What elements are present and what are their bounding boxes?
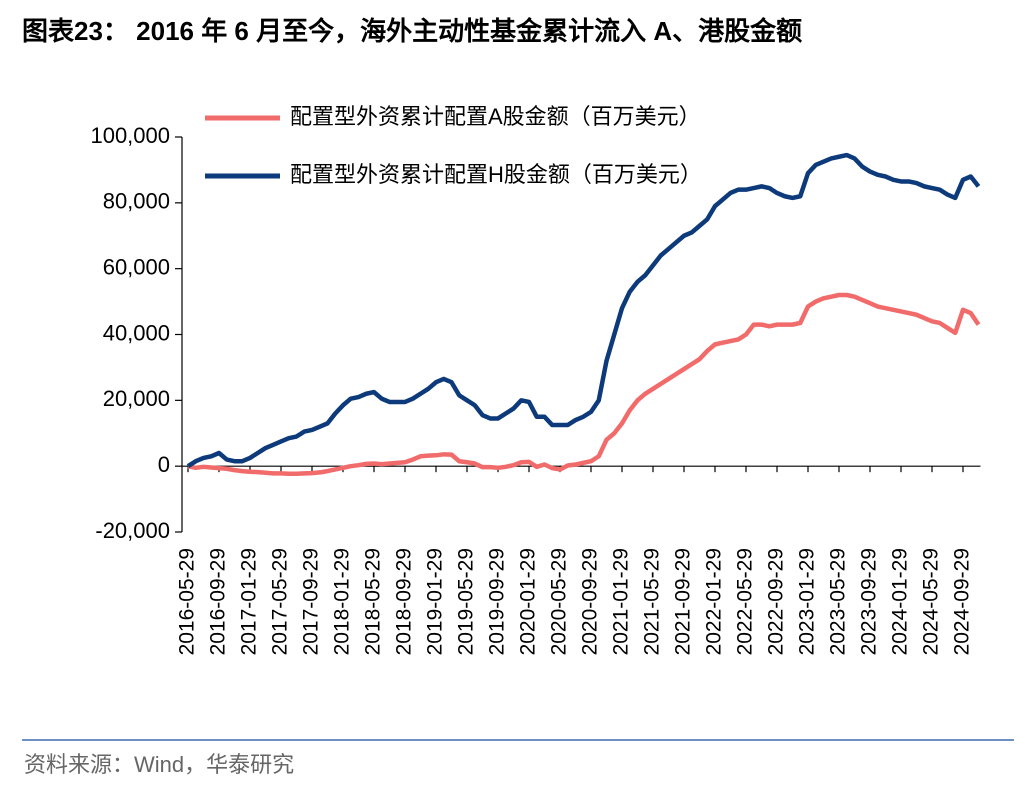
chart-title: 图表23： 2016 年 6 月至今，海外主动性基金累计流入 A、港股金额	[22, 16, 802, 46]
x-tick-label: 2016-05-29	[176, 548, 199, 655]
x-tick-label: 2021-05-29	[641, 548, 664, 655]
x-tick-label: 2016-09-29	[207, 548, 230, 655]
y-tick-label: 0	[158, 452, 170, 477]
x-tick-label: 2023-05-29	[827, 548, 850, 655]
series-line	[186, 152, 981, 469]
x-tick-label: 2022-09-29	[765, 548, 788, 655]
y-tick-label: 60,000	[103, 254, 170, 279]
y-tick-label: 40,000	[103, 320, 170, 345]
x-tick-label: 2023-01-29	[796, 548, 819, 655]
x-tick-label: 2018-01-29	[331, 548, 354, 655]
x-tick-label: 2017-05-29	[269, 548, 292, 655]
x-tick-label: 2017-01-29	[238, 548, 261, 655]
x-tick-label: 2019-05-29	[455, 548, 478, 655]
series-line	[187, 292, 981, 476]
x-tick-label: 2020-01-29	[517, 548, 540, 655]
x-tick-label: 2021-01-29	[610, 548, 633, 655]
x-tick-label: 2019-01-29	[424, 548, 447, 655]
x-tick-label: 2017-09-29	[300, 548, 323, 655]
x-tick-label: 2022-05-29	[734, 548, 757, 655]
source-note: 资料来源：Wind，华泰研究	[24, 752, 294, 777]
x-tick-label: 2018-05-29	[362, 548, 385, 655]
x-tick-label: 2020-05-29	[548, 548, 571, 655]
x-tick-label: 2021-09-29	[672, 548, 695, 655]
y-tick-label: 20,000	[103, 386, 170, 411]
x-tick-label: 2023-09-29	[858, 548, 881, 655]
x-tick-label: 2022-01-29	[703, 548, 726, 655]
x-tick-label: 2018-09-29	[393, 548, 416, 655]
x-tick-label: 2024-09-29	[951, 548, 974, 655]
x-tick-label: 2024-05-29	[920, 548, 943, 655]
x-tick-label: 2020-09-29	[579, 548, 602, 655]
y-tick-label: 100,000	[90, 123, 170, 148]
legend-label: 配置型外资累计配置H股金额（百万美元）	[290, 162, 702, 187]
x-tick-label: 2024-01-29	[889, 548, 912, 655]
legend-label: 配置型外资累计配置A股金额（百万美元）	[290, 104, 701, 129]
x-tick-label: 2019-09-29	[486, 548, 509, 655]
y-tick-label: -20,000	[95, 518, 170, 543]
y-tick-label: 80,000	[103, 189, 170, 214]
